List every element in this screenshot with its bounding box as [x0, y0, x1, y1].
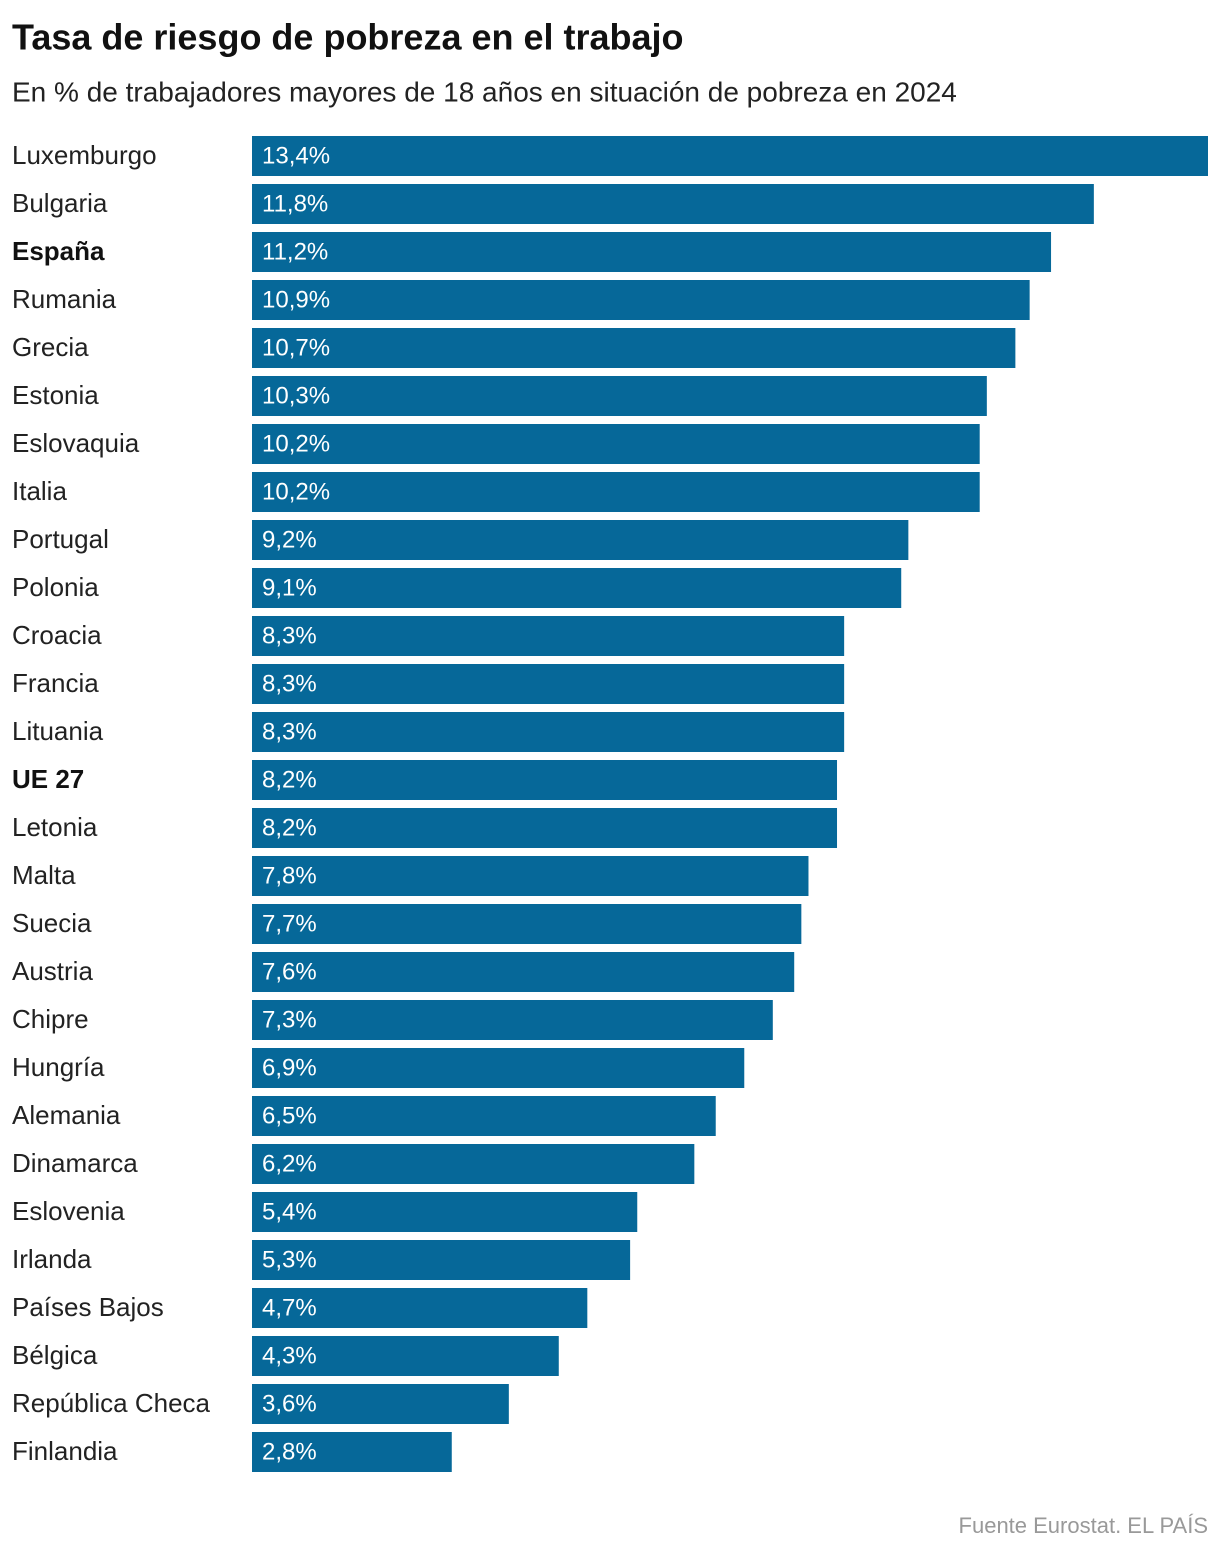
- value-label: 9,2%: [262, 526, 317, 553]
- value-label: 8,3%: [262, 622, 317, 649]
- category-label: Francia: [12, 668, 99, 698]
- bar: [252, 280, 1030, 320]
- bar: [252, 328, 1016, 368]
- value-label: 10,2%: [262, 430, 330, 457]
- value-label: 10,3%: [262, 382, 330, 409]
- bar: [252, 1432, 452, 1472]
- value-label: 10,9%: [262, 286, 330, 313]
- category-label: Lituania: [12, 716, 104, 746]
- value-label: 8,2%: [262, 814, 317, 841]
- value-label: 6,2%: [262, 1150, 317, 1177]
- category-label: Bulgaria: [12, 188, 108, 218]
- bar: [252, 568, 902, 608]
- category-label: Finlandia: [12, 1436, 118, 1466]
- bar: [252, 1288, 588, 1328]
- bar: [252, 1384, 509, 1424]
- bar: [252, 1000, 773, 1040]
- category-label: Suecia: [12, 908, 92, 938]
- value-label: 4,3%: [262, 1342, 317, 1369]
- value-label: 8,3%: [262, 718, 317, 745]
- category-label: Portugal: [12, 524, 109, 554]
- category-label: Rumania: [12, 284, 117, 314]
- value-label: 8,3%: [262, 670, 317, 697]
- bar: [252, 1336, 559, 1376]
- bar: [252, 184, 1094, 224]
- value-label: 11,2%: [262, 238, 328, 265]
- value-label: 13,4%: [262, 142, 330, 169]
- category-label: Bélgica: [12, 1340, 98, 1370]
- bar: [252, 664, 845, 704]
- bar: [252, 712, 845, 752]
- bar: [252, 1144, 695, 1184]
- bar: [252, 424, 980, 464]
- category-label: Dinamarca: [12, 1148, 138, 1178]
- bar: [252, 232, 1052, 272]
- bar: [252, 472, 980, 512]
- category-label: República Checa: [12, 1388, 211, 1418]
- category-label: Eslovenia: [12, 1196, 125, 1226]
- category-label: Grecia: [12, 332, 89, 362]
- category-label: Irlanda: [12, 1244, 92, 1274]
- category-label: Eslovaquia: [12, 428, 140, 458]
- bar: [252, 1192, 638, 1232]
- category-label: Estonia: [12, 380, 99, 410]
- category-label: Austria: [12, 956, 93, 986]
- category-label: Alemania: [12, 1100, 121, 1130]
- value-label: 7,8%: [262, 862, 317, 889]
- value-label: 11,8%: [262, 190, 328, 217]
- category-label: UE 27: [12, 764, 84, 794]
- bar: [252, 952, 795, 992]
- bar: [252, 856, 809, 896]
- category-label: Malta: [12, 860, 76, 890]
- bar: [252, 616, 845, 656]
- value-label: 10,2%: [262, 478, 330, 505]
- value-label: 10,7%: [262, 334, 330, 361]
- source: Fuente Eurostat. EL PAÍS: [959, 1513, 1208, 1538]
- category-label: Luxemburgo: [12, 140, 157, 170]
- bar: [252, 136, 1208, 176]
- value-label: 8,2%: [262, 766, 317, 793]
- category-label: Croacia: [12, 620, 102, 650]
- category-label: Chipre: [12, 1004, 89, 1034]
- bar: [252, 1096, 716, 1136]
- chart-subtitle: En % de trabajadores mayores de 18 años …: [12, 76, 957, 107]
- value-label: 7,3%: [262, 1006, 317, 1033]
- value-label: 7,6%: [262, 958, 317, 985]
- category-label: Italia: [12, 476, 67, 506]
- value-label: 5,4%: [262, 1198, 317, 1225]
- category-label: España: [12, 236, 105, 266]
- chart-title: Tasa de riesgo de pobreza en el trabajo: [12, 17, 684, 58]
- value-label: 7,7%: [262, 910, 317, 937]
- value-label: 6,5%: [262, 1102, 317, 1129]
- bar: [252, 808, 838, 848]
- category-label: Hungría: [12, 1052, 105, 1082]
- bar: [252, 1048, 745, 1088]
- value-label: 3,6%: [262, 1390, 317, 1417]
- value-label: 9,1%: [262, 574, 317, 601]
- bar: [252, 1240, 631, 1280]
- category-label: Polonia: [12, 572, 99, 602]
- value-label: 5,3%: [262, 1246, 317, 1273]
- value-label: 2,8%: [262, 1438, 317, 1465]
- bar: [252, 760, 838, 800]
- value-label: 6,9%: [262, 1054, 317, 1081]
- category-label: Letonia: [12, 812, 98, 842]
- bar: [252, 376, 987, 416]
- bar: [252, 904, 802, 944]
- category-label: Países Bajos: [12, 1292, 164, 1322]
- bar: [252, 520, 909, 560]
- value-label: 4,7%: [262, 1294, 317, 1321]
